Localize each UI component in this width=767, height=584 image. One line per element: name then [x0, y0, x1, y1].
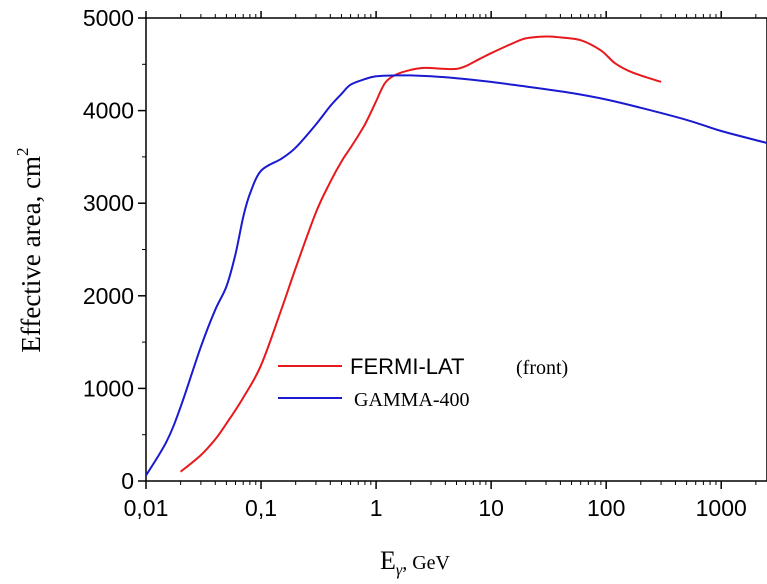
x-tick-label: 0,1 — [245, 495, 277, 521]
x-tick-label: 100 — [587, 495, 625, 521]
x-axis: 0,01 0,1 1 10 100 1000 — [124, 11, 757, 521]
y-tick-label: 1000 — [83, 375, 134, 401]
y-axis-title-sup: 2 — [13, 147, 32, 156]
legend-label-fermi: FERMI-LAT — [350, 354, 464, 379]
x-tick-label: 1 — [370, 495, 383, 521]
y-axis-title: Effective area, cm2 — [13, 147, 46, 352]
x-tick-label: 10 — [478, 495, 504, 521]
plot-frame — [145, 17, 767, 482]
x-axis-title: Eγ, GeV — [380, 546, 451, 579]
y-tick-label: 3000 — [83, 190, 134, 216]
x-axis-title-sub: γ — [396, 562, 403, 579]
y-tick-label: 2000 — [83, 283, 134, 309]
y-axis: 0 1000 2000 3000 4000 5000 — [83, 5, 146, 494]
legend: FERMI-LAT (front) GAMMA-400 — [278, 354, 568, 411]
y-tick-label: 0 — [121, 468, 134, 494]
x-tick-label: 1000 — [696, 495, 747, 521]
legend-label-gamma: GAMMA-400 — [354, 389, 470, 411]
series-line-gamma-400 — [145, 74, 767, 476]
y-tick-label: 5000 — [83, 5, 134, 31]
y-axis-title-main: Effective area, cm — [16, 156, 46, 353]
y-tick-label: 4000 — [83, 98, 134, 124]
series-layer — [145, 35, 767, 476]
x-axis-title-main: E — [380, 546, 396, 575]
x-axis-title-unit: , GeV — [402, 552, 450, 574]
legend-note-fermi: (front) — [516, 357, 568, 379]
x-tick-label: 0,01 — [124, 495, 169, 521]
